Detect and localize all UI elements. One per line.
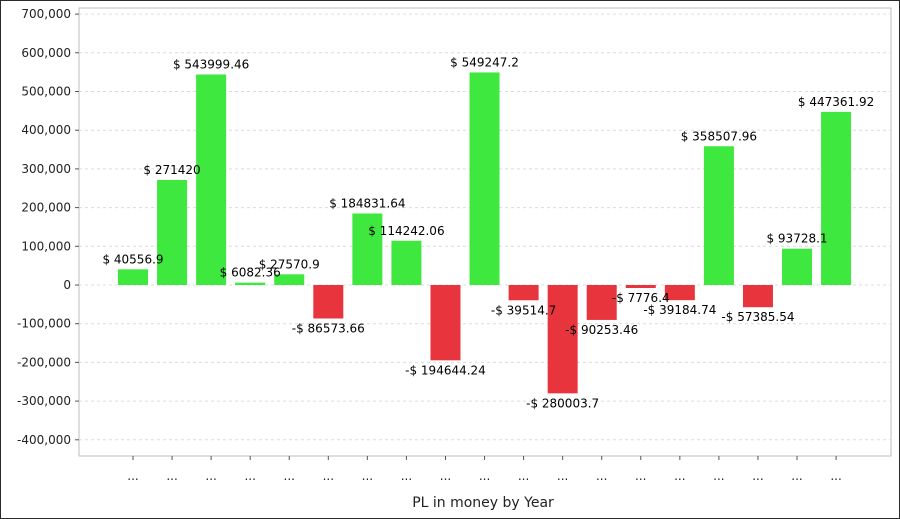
y-tick-label: 0: [63, 278, 71, 292]
bar[interactable]: [469, 72, 500, 285]
bar-value-label: $ 543999.46: [173, 57, 249, 71]
bar-value-label: -$ 39184.74: [643, 303, 716, 317]
bar[interactable]: [508, 285, 539, 301]
x-tick-label: ...: [791, 469, 802, 483]
x-tick-label: ...: [479, 469, 490, 483]
bar[interactable]: [782, 248, 813, 285]
x-tick-label: ...: [518, 469, 529, 483]
bar[interactable]: [274, 274, 305, 285]
x-tick-label: ...: [323, 469, 334, 483]
bar-value-label: $ 447361.92: [798, 95, 874, 109]
x-tick-label: ...: [752, 469, 763, 483]
bar[interactable]: [313, 285, 344, 319]
bar-value-label: $ 549247.2: [450, 55, 519, 69]
x-tick-label: ...: [401, 469, 412, 483]
bar[interactable]: [157, 179, 188, 285]
bar[interactable]: [430, 285, 461, 361]
x-axis-title: PL in money by Year: [412, 495, 554, 511]
x-tick-label: ...: [244, 469, 255, 483]
y-axis: 700,000 600,000 500,000 400,000 300,000 200,0…: [17, 7, 79, 447]
bar-value-label: $ 114242.06: [368, 224, 444, 238]
bar-value-label: $ 6082.36: [220, 266, 281, 280]
x-tick-label: ...: [284, 469, 295, 483]
bar[interactable]: [742, 285, 773, 308]
bar-value-label: -$ 280003.7: [526, 396, 599, 410]
y-tick-label: 400,000: [21, 123, 71, 137]
bar[interactable]: [664, 285, 695, 301]
bar[interactable]: [391, 240, 422, 285]
x-tick-label: ...: [596, 469, 607, 483]
y-tick-label: -100,000: [17, 317, 71, 331]
y-tick-label: 500,000: [21, 85, 71, 99]
data-labels: $ 40556.9 $ 271420 $ 543999.46 $ 6082.36$ 2…: [102, 55, 874, 410]
y-tick-label: -200,000: [17, 355, 71, 369]
bar-value-label: $ 93728.1: [766, 232, 827, 246]
bar-value-label: -$ 90253.46: [565, 323, 638, 337]
y-tick-label: 200,000: [21, 201, 71, 215]
x-tick-label: ...: [674, 469, 685, 483]
x-tick-label: ...: [440, 469, 451, 483]
bar[interactable]: [352, 213, 383, 285]
bar-value-label: $ 358507.96: [681, 129, 757, 143]
bar-value-label: -$ 7776.4: [612, 291, 670, 305]
bar[interactable]: [586, 285, 617, 320]
bar[interactable]: [196, 74, 227, 286]
bar-value-label: $ 40556.9: [102, 252, 163, 266]
y-tick-label: 600,000: [21, 46, 71, 60]
bar-value-label: $ 271420: [143, 163, 200, 177]
x-tick-label: ...: [205, 469, 216, 483]
bar[interactable]: [625, 285, 656, 289]
bars: [118, 72, 852, 394]
bar-value-label: -$ 194644.24: [405, 363, 486, 377]
bar-value-label: $ 27570.9: [259, 257, 320, 271]
bar[interactable]: [547, 285, 578, 394]
x-tick-label: ...: [713, 469, 724, 483]
y-tick-label: 700,000: [21, 7, 71, 21]
x-tick-label: ...: [362, 469, 373, 483]
y-tick-label: -400,000: [17, 433, 71, 447]
x-tick-label: ...: [127, 469, 138, 483]
bar[interactable]: [821, 111, 852, 285]
bar[interactable]: [118, 269, 148, 285]
bar-value-label: -$ 39514.7: [491, 303, 556, 317]
bar-value-label: $ 184831.64: [329, 196, 405, 210]
x-tick-label: ...: [166, 469, 177, 483]
bar[interactable]: [235, 282, 266, 285]
x-tick-label: ...: [830, 469, 841, 483]
y-tick-label: 100,000: [21, 239, 71, 253]
bar-value-label: -$ 86573.66: [292, 322, 365, 336]
y-tick-label: 300,000: [21, 162, 71, 176]
x-tick-label: ...: [557, 469, 568, 483]
y-tick-label: -300,000: [17, 394, 71, 408]
x-tick-label: ...: [635, 469, 646, 483]
bar-value-label: -$ 57385.54: [721, 310, 794, 324]
x-axis: ........................................…: [127, 456, 842, 483]
bar[interactable]: [703, 146, 734, 285]
